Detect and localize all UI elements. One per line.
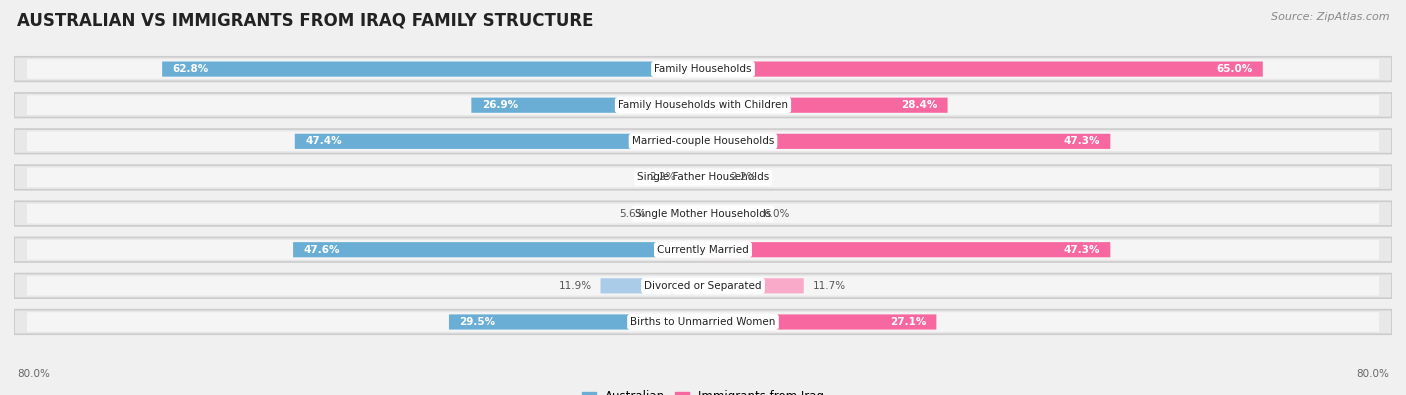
Text: 11.7%: 11.7% bbox=[813, 281, 845, 291]
Text: Source: ZipAtlas.com: Source: ZipAtlas.com bbox=[1271, 12, 1389, 22]
Text: Single Father Households: Single Father Households bbox=[637, 173, 769, 182]
FancyBboxPatch shape bbox=[27, 240, 1379, 260]
Text: Family Households with Children: Family Households with Children bbox=[619, 100, 787, 110]
Text: Births to Unmarried Women: Births to Unmarried Women bbox=[630, 317, 776, 327]
Text: 47.3%: 47.3% bbox=[1063, 245, 1099, 255]
FancyBboxPatch shape bbox=[14, 274, 1392, 298]
Legend: Australian, Immigrants from Iraq: Australian, Immigrants from Iraq bbox=[582, 390, 824, 395]
FancyBboxPatch shape bbox=[703, 314, 936, 329]
Text: 62.8%: 62.8% bbox=[173, 64, 208, 74]
Text: 47.6%: 47.6% bbox=[304, 245, 340, 255]
Text: AUSTRALIAN VS IMMIGRANTS FROM IRAQ FAMILY STRUCTURE: AUSTRALIAN VS IMMIGRANTS FROM IRAQ FAMIL… bbox=[17, 12, 593, 30]
FancyBboxPatch shape bbox=[27, 204, 1379, 223]
FancyBboxPatch shape bbox=[471, 98, 703, 113]
Text: 2.2%: 2.2% bbox=[650, 173, 675, 182]
FancyBboxPatch shape bbox=[14, 237, 1392, 262]
FancyBboxPatch shape bbox=[703, 134, 1111, 149]
FancyBboxPatch shape bbox=[703, 170, 721, 185]
Text: 27.1%: 27.1% bbox=[890, 317, 927, 327]
Text: 80.0%: 80.0% bbox=[17, 369, 49, 379]
Text: Currently Married: Currently Married bbox=[657, 245, 749, 255]
Text: 47.3%: 47.3% bbox=[1063, 136, 1099, 146]
FancyBboxPatch shape bbox=[703, 62, 1263, 77]
FancyBboxPatch shape bbox=[27, 312, 1379, 332]
FancyBboxPatch shape bbox=[703, 242, 1111, 257]
FancyBboxPatch shape bbox=[600, 278, 703, 293]
Text: 26.9%: 26.9% bbox=[482, 100, 517, 110]
FancyBboxPatch shape bbox=[703, 98, 948, 113]
Text: 6.0%: 6.0% bbox=[763, 209, 790, 218]
FancyBboxPatch shape bbox=[27, 276, 1379, 295]
Text: 11.9%: 11.9% bbox=[558, 281, 592, 291]
FancyBboxPatch shape bbox=[449, 314, 703, 329]
Text: 47.4%: 47.4% bbox=[305, 136, 342, 146]
FancyBboxPatch shape bbox=[14, 57, 1392, 81]
Text: Single Mother Households: Single Mother Households bbox=[636, 209, 770, 218]
FancyBboxPatch shape bbox=[685, 170, 703, 185]
FancyBboxPatch shape bbox=[14, 165, 1392, 190]
FancyBboxPatch shape bbox=[655, 206, 703, 221]
FancyBboxPatch shape bbox=[14, 129, 1392, 154]
Text: 80.0%: 80.0% bbox=[1357, 369, 1389, 379]
FancyBboxPatch shape bbox=[14, 93, 1392, 117]
Text: 2.2%: 2.2% bbox=[731, 173, 756, 182]
FancyBboxPatch shape bbox=[703, 278, 804, 293]
FancyBboxPatch shape bbox=[14, 201, 1392, 226]
Text: Divorced or Separated: Divorced or Separated bbox=[644, 281, 762, 291]
FancyBboxPatch shape bbox=[162, 62, 703, 77]
Text: 28.4%: 28.4% bbox=[901, 100, 938, 110]
FancyBboxPatch shape bbox=[27, 168, 1379, 187]
FancyBboxPatch shape bbox=[295, 134, 703, 149]
FancyBboxPatch shape bbox=[27, 132, 1379, 151]
FancyBboxPatch shape bbox=[27, 96, 1379, 115]
FancyBboxPatch shape bbox=[703, 206, 755, 221]
FancyBboxPatch shape bbox=[27, 59, 1379, 79]
FancyBboxPatch shape bbox=[292, 242, 703, 257]
Text: Married-couple Households: Married-couple Households bbox=[631, 136, 775, 146]
FancyBboxPatch shape bbox=[14, 310, 1392, 334]
Text: 5.6%: 5.6% bbox=[620, 209, 647, 218]
Text: 65.0%: 65.0% bbox=[1216, 64, 1253, 74]
Text: Family Households: Family Households bbox=[654, 64, 752, 74]
Text: 29.5%: 29.5% bbox=[460, 317, 495, 327]
